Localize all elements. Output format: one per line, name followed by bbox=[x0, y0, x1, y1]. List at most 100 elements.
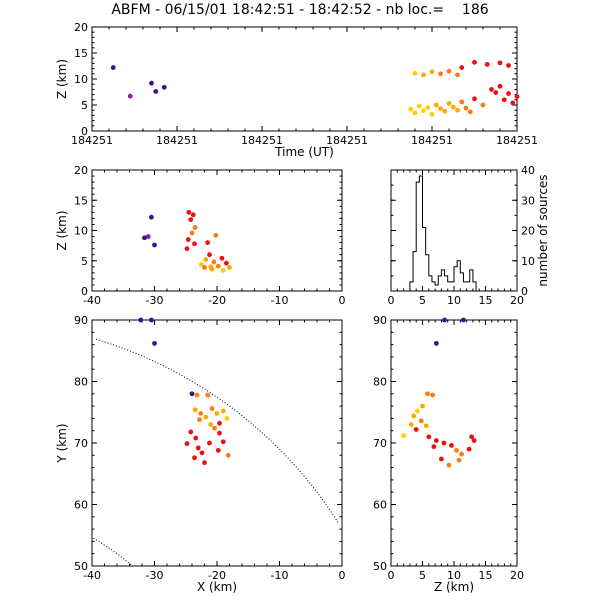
scatter-point bbox=[220, 408, 226, 414]
histogram-bar bbox=[463, 282, 466, 291]
histogram-bar bbox=[416, 182, 419, 291]
scatter-point bbox=[207, 440, 212, 446]
y-tick-label: 0 bbox=[521, 285, 528, 298]
scatter-point bbox=[467, 109, 473, 115]
x-tick-label: 184251 bbox=[326, 134, 368, 147]
scatter-point bbox=[205, 240, 211, 246]
scatter-point bbox=[152, 340, 157, 346]
scatter-point bbox=[225, 452, 231, 458]
y-tick-label: 70 bbox=[74, 437, 88, 450]
scatter-point bbox=[189, 391, 195, 397]
x-tick-label: -20 bbox=[208, 569, 226, 582]
y-tick-label: 30 bbox=[521, 194, 535, 207]
scatter-point bbox=[455, 72, 460, 78]
scatter-point bbox=[127, 93, 133, 99]
scatter-point bbox=[466, 446, 472, 452]
scatter-point bbox=[423, 423, 429, 429]
scatter-point bbox=[506, 63, 511, 68]
y-tick-label: 60 bbox=[373, 499, 387, 512]
scatter-point bbox=[412, 70, 418, 76]
histogram-bar bbox=[441, 270, 444, 291]
x-tick-label: -10 bbox=[271, 294, 289, 307]
scatter-point bbox=[416, 103, 422, 109]
scatter-point bbox=[217, 430, 222, 436]
range-ring bbox=[91, 537, 132, 566]
scatter-point bbox=[408, 106, 414, 112]
scatter-point bbox=[110, 65, 116, 70]
scatter-point bbox=[149, 80, 154, 86]
scatter-point bbox=[459, 65, 465, 70]
scatter-point bbox=[215, 263, 221, 269]
y-tick-label: 20 bbox=[74, 164, 88, 177]
scatter-point bbox=[188, 429, 194, 435]
scatter-point bbox=[142, 235, 147, 241]
scatter-point bbox=[433, 438, 439, 443]
scatter-point bbox=[438, 71, 443, 77]
scatter-point bbox=[209, 406, 215, 411]
scatter-point bbox=[408, 422, 414, 427]
x-tick-label: -40 bbox=[83, 569, 101, 582]
scatter-point bbox=[425, 105, 431, 110]
scatter-point bbox=[456, 457, 462, 463]
histogram-bar bbox=[413, 252, 416, 291]
x-tick-label: 184251 bbox=[71, 134, 113, 147]
y-tick-label: 15 bbox=[74, 194, 88, 207]
scatter-point bbox=[213, 232, 219, 238]
scatter-point bbox=[472, 96, 477, 102]
range-ring bbox=[94, 338, 339, 523]
y-tick-label: 0 bbox=[81, 125, 88, 138]
histogram-bar bbox=[423, 227, 426, 291]
y-tick-label: 90 bbox=[74, 314, 88, 327]
scatter-point bbox=[471, 438, 477, 443]
scatter-point bbox=[421, 72, 426, 78]
scatter-point bbox=[211, 259, 217, 265]
histogram-bar bbox=[445, 276, 448, 291]
scatter-point bbox=[138, 317, 144, 323]
scatter-point bbox=[194, 392, 200, 398]
histogram-bar bbox=[457, 261, 460, 291]
scatter-point bbox=[450, 104, 456, 110]
histogram-bar bbox=[438, 276, 441, 291]
scatter-point bbox=[212, 425, 217, 431]
y-tick-label: 80 bbox=[74, 376, 88, 389]
x-tick-label: 0 bbox=[339, 294, 346, 307]
scatter-point bbox=[431, 444, 437, 450]
scatter-point bbox=[148, 317, 154, 323]
scatter-point bbox=[430, 392, 435, 398]
scatter-point bbox=[209, 266, 215, 272]
scatter-point bbox=[412, 110, 418, 116]
scatter-point bbox=[184, 441, 190, 447]
scatter-point bbox=[220, 268, 226, 273]
scatter-point bbox=[153, 89, 159, 94]
scatter-point bbox=[454, 447, 459, 453]
y-tick-label: 80 bbox=[373, 376, 387, 389]
scatter-point bbox=[199, 450, 205, 456]
x-axis-label: Z (km) bbox=[434, 580, 474, 594]
panel-frame bbox=[91, 169, 343, 292]
panel-frame bbox=[91, 319, 343, 567]
scatter-point bbox=[223, 260, 229, 266]
scatter-point bbox=[420, 403, 425, 409]
scatter-point bbox=[224, 416, 230, 421]
y-tick-label: 10 bbox=[521, 255, 535, 268]
scatter-point bbox=[190, 212, 196, 218]
panel-x_height: -40 -30 -20 -10 0 0 5 10 15 20 Z (km) bbox=[55, 164, 346, 307]
x-tick-label: 0 bbox=[388, 294, 395, 307]
scatter-point bbox=[415, 408, 420, 414]
scatter-point bbox=[493, 90, 499, 95]
scatter-point bbox=[449, 443, 454, 448]
histogram-bar bbox=[432, 282, 435, 291]
scatter-point bbox=[227, 265, 232, 270]
scatter-point bbox=[455, 107, 460, 113]
scatter-point bbox=[186, 209, 192, 215]
scatter-point bbox=[501, 97, 507, 103]
y-tick-label: 10 bbox=[74, 225, 88, 238]
histogram-bar bbox=[419, 176, 422, 291]
x-axis-label: Time (UT) bbox=[274, 145, 334, 159]
scatter-point bbox=[148, 214, 154, 220]
y-tick-label: 0 bbox=[81, 285, 88, 298]
scatter-point bbox=[214, 411, 220, 416]
scatter-point bbox=[202, 265, 207, 270]
histogram-line bbox=[391, 175, 517, 292]
panel-z_plan: 0 5 10 15 20 50 60 70 80 90 Z (km) bbox=[373, 314, 524, 594]
